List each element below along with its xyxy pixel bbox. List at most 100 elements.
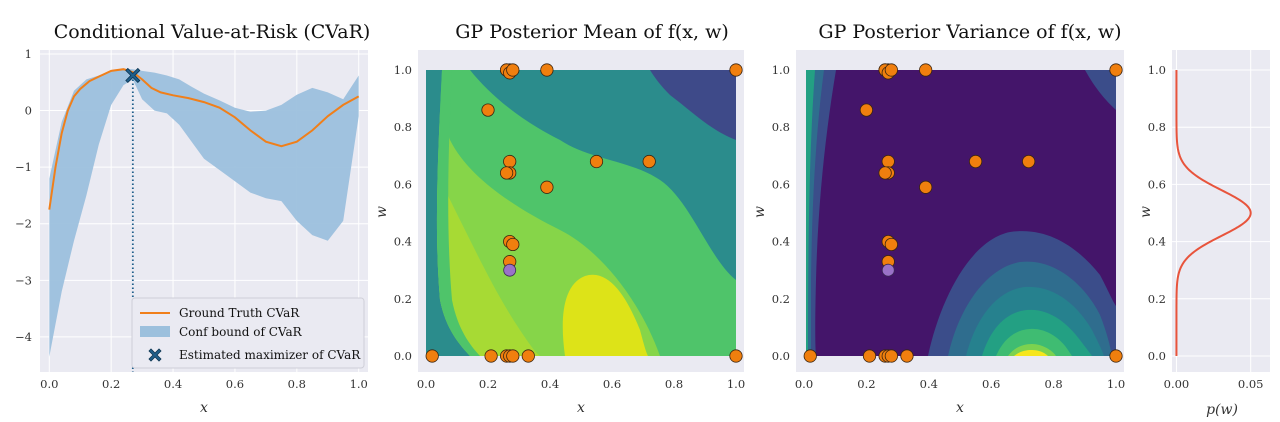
variance-sample-points [803,63,1123,363]
sample-point [503,154,517,169]
x-tick-label: 0.6 [982,377,1000,391]
sample-point [900,349,914,363]
cvar-y-tick-label: −4 [15,330,32,344]
sample-point [1109,63,1123,77]
cvar-y-tick-label: −3 [15,273,32,287]
y-tick-label: 0.8 [394,120,412,134]
gp-mean-panel: 0.0 0.0 0.2 0.2 0.4 0.4 0.6 0.6 0.8 0.8 1.0 1.0 GP … [374,21,745,416]
x-tick-label: 1.0 [1107,377,1125,391]
y-tick-label: 0.8 [772,120,790,134]
pw-y-tick-label: 0.4 [1148,235,1166,249]
variance-bump-peak [1014,350,1048,356]
sample-point [499,166,514,180]
mean-contour-upper-left [426,150,540,356]
x-tick-label: 0.0 [795,377,813,391]
maximizer-x-marker [125,67,141,84]
sample-point [540,63,554,77]
cvar-legend: Ground Truth CVaR Conf bound of CVaR Est… [131,297,365,369]
mean-title: GP Posterior Mean of f(x, w) [455,21,729,43]
pw-x-tick-label: 0.05 [1238,377,1264,391]
sample-point [884,237,898,252]
x-tick-label: 1.0 [727,377,745,391]
pw-y-tick-label: 0.8 [1148,120,1166,134]
sample-point [521,349,535,363]
sample-point [968,154,983,169]
sample-point [884,349,898,363]
sample-point [425,349,439,363]
mean-contour-level-0 [650,70,736,140]
variance-title: GP Posterior Variance of f(x, w) [818,21,1121,43]
ground-truth-cvar-line [48,68,360,210]
x-tick-label: 0.8 [665,377,683,391]
x-tick-label: 0.4 [541,377,559,391]
sample-point [919,180,933,194]
cvar-panel: 0.0 0.2 0.4 0.6 0.8 1.0 1 0 −1 −2 −3 −4 Conditional… [15,21,370,416]
sample-point [878,166,892,180]
x-tick-label: 0.2 [479,377,497,391]
sample-point [484,349,498,363]
x-tick-label: 0.4 [920,377,938,391]
estimated-maximizer-marker [125,67,141,84]
variance-xlabel: x [956,400,964,416]
legend-box [131,297,365,369]
cvar-x-tick-label: 0.8 [288,377,306,391]
y-tick-label: 1.0 [394,63,412,77]
y-tick-label: 0.0 [394,349,412,363]
sample-point [729,349,743,363]
cvar-ticks: 0.0 0.2 0.4 0.6 0.8 1.0 1 0 −1 −2 −3 −4 [15,47,368,391]
legend-band-swatch [140,326,170,337]
pw-y-tick-label: 1.0 [1148,63,1166,77]
sample-point [919,63,933,77]
mean-contour-left-edge [426,70,470,356]
pw-ylabel: w [1138,206,1154,218]
x-tick-label: 0.0 [417,377,435,391]
variance-left-edge-level-2 [806,70,815,356]
x-tick-label: 0.8 [1044,377,1062,391]
pw-density-line [1175,70,1252,356]
mean-contour-peak [562,274,648,356]
pw-y-tick-label: 0.6 [1148,177,1166,191]
sample-point [859,103,874,117]
y-tick-label: 0.4 [772,235,790,249]
legend-label-conf-bound: Conf bound of CVaR [179,325,303,339]
mean-ticks: 0.0 0.0 0.2 0.2 0.4 0.4 0.6 0.6 0.8 0.8 1.0 1.0 [394,63,745,391]
cvar-y-tick-label: 0 [25,104,32,118]
sample-point [881,154,895,169]
legend-x-marker-swatch [148,348,162,362]
legend-label-maximizer: Estimated maximizer of CVaR [179,348,361,362]
mean-contour-left-edge-inner [436,70,480,356]
cvar-y-tick-label: 1 [25,47,32,61]
x-tick-label: 0.2 [857,377,875,391]
sample-point [506,237,520,252]
cvar-x-tick-label: 0.2 [102,377,120,391]
cvar-x-tick-label: 0.0 [40,377,58,391]
variance-upper-right-band [1085,70,1116,110]
sample-point [884,63,898,77]
mean-contour-level-1 [470,70,736,280]
cvar-x-tick-label: 0.6 [226,377,244,391]
sample-point [506,63,520,77]
sample-point [540,180,554,194]
sample-point [589,154,604,169]
cvar-y-tick-label: −2 [15,217,32,231]
y-tick-label: 0.4 [394,235,412,249]
sample-point [1109,349,1123,363]
y-tick-label: 1.0 [772,63,790,77]
variance-ylabel: w [752,206,768,218]
variance-ticks: 0.0 0.0 0.2 0.2 0.4 0.4 0.6 0.6 0.8 0.8 1.0 1.0 [772,63,1125,391]
pw-panel: 0.00 0.05 0.0 0.2 0.4 0.6 0.8 1.0 p(w) w [1138,50,1270,418]
gp-variance-panel: 0.0 0.0 0.2 0.2 0.4 0.4 0.6 0.6 0.8 0.8 1.0 1.0 GP … [752,21,1125,416]
pw-x-tick-label: 0.00 [1164,377,1190,391]
sample-point [1022,154,1036,169]
cvar-xlabel: x [200,400,208,416]
mean-sample-points [425,63,743,363]
y-tick-label: 0.6 [394,177,412,191]
x-tick-label: 0.6 [603,377,621,391]
y-tick-label: 0.0 [772,349,790,363]
mean-ylabel: w [374,206,390,218]
sample-point [481,103,495,117]
pw-y-tick-label: 0.0 [1148,349,1166,363]
cvar-y-tick-label: −1 [15,160,32,174]
legend-label-ground-truth: Ground Truth CVaR [179,306,300,320]
sample-point [642,154,656,169]
